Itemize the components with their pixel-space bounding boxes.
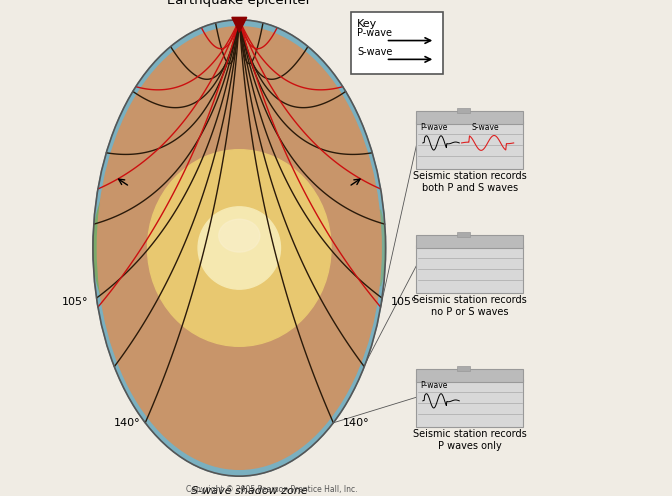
Text: P-wave: P-wave bbox=[420, 123, 447, 132]
Text: 105°: 105° bbox=[62, 297, 88, 307]
FancyBboxPatch shape bbox=[457, 108, 470, 113]
Ellipse shape bbox=[148, 150, 331, 346]
Text: S-wave: S-wave bbox=[472, 123, 499, 132]
FancyBboxPatch shape bbox=[417, 246, 523, 293]
FancyBboxPatch shape bbox=[417, 369, 523, 382]
Text: Copyright © 2005 Pearson Prentice Hall, Inc.: Copyright © 2005 Pearson Prentice Hall, … bbox=[185, 485, 358, 494]
Text: S-wave: S-wave bbox=[358, 47, 392, 57]
Text: P-wave: P-wave bbox=[420, 381, 447, 390]
Ellipse shape bbox=[218, 219, 260, 252]
FancyBboxPatch shape bbox=[417, 122, 523, 169]
Text: Seismic station records
no P or S waves: Seismic station records no P or S waves bbox=[413, 296, 527, 317]
Wedge shape bbox=[239, 210, 386, 286]
Ellipse shape bbox=[97, 27, 381, 469]
Ellipse shape bbox=[198, 207, 280, 289]
Text: 140°: 140° bbox=[114, 418, 140, 428]
FancyBboxPatch shape bbox=[417, 379, 523, 427]
Text: 105°: 105° bbox=[390, 297, 417, 307]
Text: 140°: 140° bbox=[343, 418, 370, 428]
FancyBboxPatch shape bbox=[457, 366, 470, 371]
Polygon shape bbox=[232, 17, 247, 32]
Wedge shape bbox=[105, 248, 239, 386]
Wedge shape bbox=[93, 102, 239, 394]
Text: Seismic station records
P waves only: Seismic station records P waves only bbox=[413, 429, 527, 451]
FancyBboxPatch shape bbox=[417, 235, 523, 248]
Ellipse shape bbox=[93, 20, 386, 476]
Text: Earthquake epicenter: Earthquake epicenter bbox=[167, 0, 311, 7]
FancyBboxPatch shape bbox=[351, 12, 443, 74]
Text: P-wave: P-wave bbox=[358, 28, 392, 38]
Wedge shape bbox=[105, 105, 239, 248]
Text: S-wave shadow zone: S-wave shadow zone bbox=[191, 486, 308, 496]
Text: Key: Key bbox=[358, 19, 378, 29]
FancyBboxPatch shape bbox=[417, 111, 523, 124]
Text: Seismic station records
both P and S waves: Seismic station records both P and S wav… bbox=[413, 172, 527, 193]
FancyBboxPatch shape bbox=[457, 232, 470, 237]
